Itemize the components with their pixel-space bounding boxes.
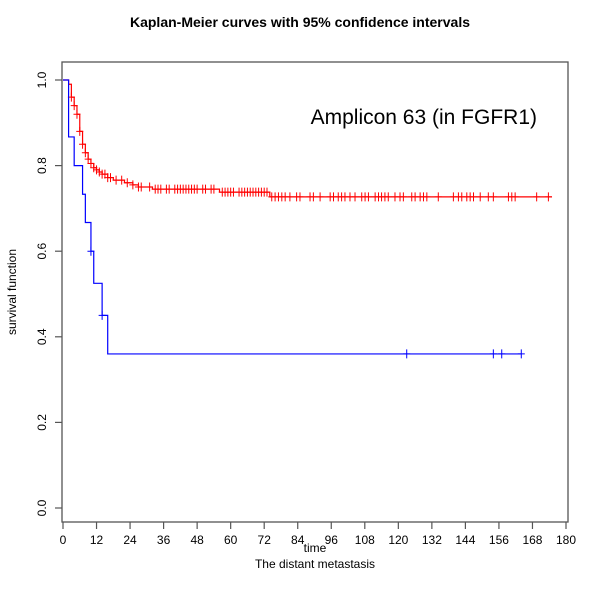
- censor-mark: [384, 192, 392, 202]
- censor-mark: [511, 192, 519, 202]
- censor-mark: [403, 349, 411, 359]
- censor-mark: [118, 175, 126, 185]
- x-tick-label: 144: [455, 533, 475, 547]
- censor-mark: [309, 192, 317, 202]
- censor-mark: [137, 182, 145, 192]
- censor-mark: [434, 192, 442, 202]
- y-tick-label: 0.2: [35, 414, 49, 431]
- plot-frame: [61, 61, 569, 523]
- x-tick-label: 108: [355, 533, 375, 547]
- censor-mark: [70, 101, 78, 111]
- x-tick-label: 84: [291, 533, 305, 547]
- x-axis: 0 12 24 36 48 60 72 84 96 108 120 132 144 156 168 180: [60, 522, 576, 547]
- chart-title: Kaplan-Meier curves with 95% confidence …: [130, 14, 470, 30]
- censor-mark: [107, 173, 115, 183]
- y-axis-label: survival function: [5, 249, 19, 335]
- x-tick-label: 120: [388, 533, 408, 547]
- x-tick-label: 132: [422, 533, 442, 547]
- censor-mark: [296, 192, 304, 202]
- censor-mark: [316, 192, 324, 202]
- censor-mark: [263, 187, 271, 197]
- series-0: [63, 79, 553, 202]
- y-tick-label: 1.0: [35, 71, 49, 88]
- x-tick-label: 156: [489, 533, 509, 547]
- censor-mark: [351, 192, 359, 202]
- censor-mark: [399, 192, 407, 202]
- x-tick-label: 168: [522, 533, 542, 547]
- censor-mark: [423, 192, 431, 202]
- y-tick-label: 0.0: [35, 499, 49, 516]
- x-tick-label: 48: [190, 533, 204, 547]
- censor-mark: [517, 349, 525, 359]
- x-tick-label: 24: [123, 533, 137, 547]
- x-tick-label: 12: [90, 533, 104, 547]
- chart-subtitle: The distant metastasis: [255, 557, 375, 571]
- censor-mark: [79, 139, 87, 149]
- censor-mark: [146, 182, 154, 192]
- censor-mark: [470, 192, 478, 202]
- x-tick-label: 96: [325, 533, 339, 547]
- y-tick-label: 0.6: [35, 243, 49, 260]
- censor-mark: [286, 192, 294, 202]
- censor-mark: [210, 184, 218, 194]
- censor-mark: [76, 126, 84, 136]
- chart-annotation: Amplicon 63 (in FGFR1): [311, 106, 537, 129]
- censor-mark: [489, 192, 497, 202]
- censor-mark: [129, 180, 137, 190]
- x-axis-label: time: [304, 541, 327, 555]
- censor-mark: [544, 192, 552, 202]
- censor-mark: [123, 178, 131, 188]
- x-tick-label: 60: [224, 533, 238, 547]
- censor-mark: [73, 109, 81, 119]
- series-1: [63, 79, 525, 359]
- y-tick-label: 0.8: [35, 157, 49, 174]
- censor-mark: [98, 310, 106, 320]
- censor-mark: [533, 192, 541, 202]
- survival-step-line: [63, 79, 553, 198]
- censor-mark: [498, 349, 506, 359]
- x-tick-label: 180: [556, 533, 576, 547]
- censor-mark: [476, 192, 484, 202]
- x-tick-label: 0: [60, 533, 67, 547]
- x-tick-label: 36: [157, 533, 171, 547]
- curves: [63, 79, 553, 359]
- y-axis: 0.0 0.2 0.4 0.6 0.8 1.0: [35, 71, 62, 516]
- censor-mark: [81, 148, 89, 158]
- censor-mark: [87, 246, 95, 256]
- censor-mark: [364, 192, 372, 202]
- y-tick-label: 0.4: [35, 328, 49, 345]
- censor-mark: [489, 349, 497, 359]
- x-tick-label: 72: [258, 533, 272, 547]
